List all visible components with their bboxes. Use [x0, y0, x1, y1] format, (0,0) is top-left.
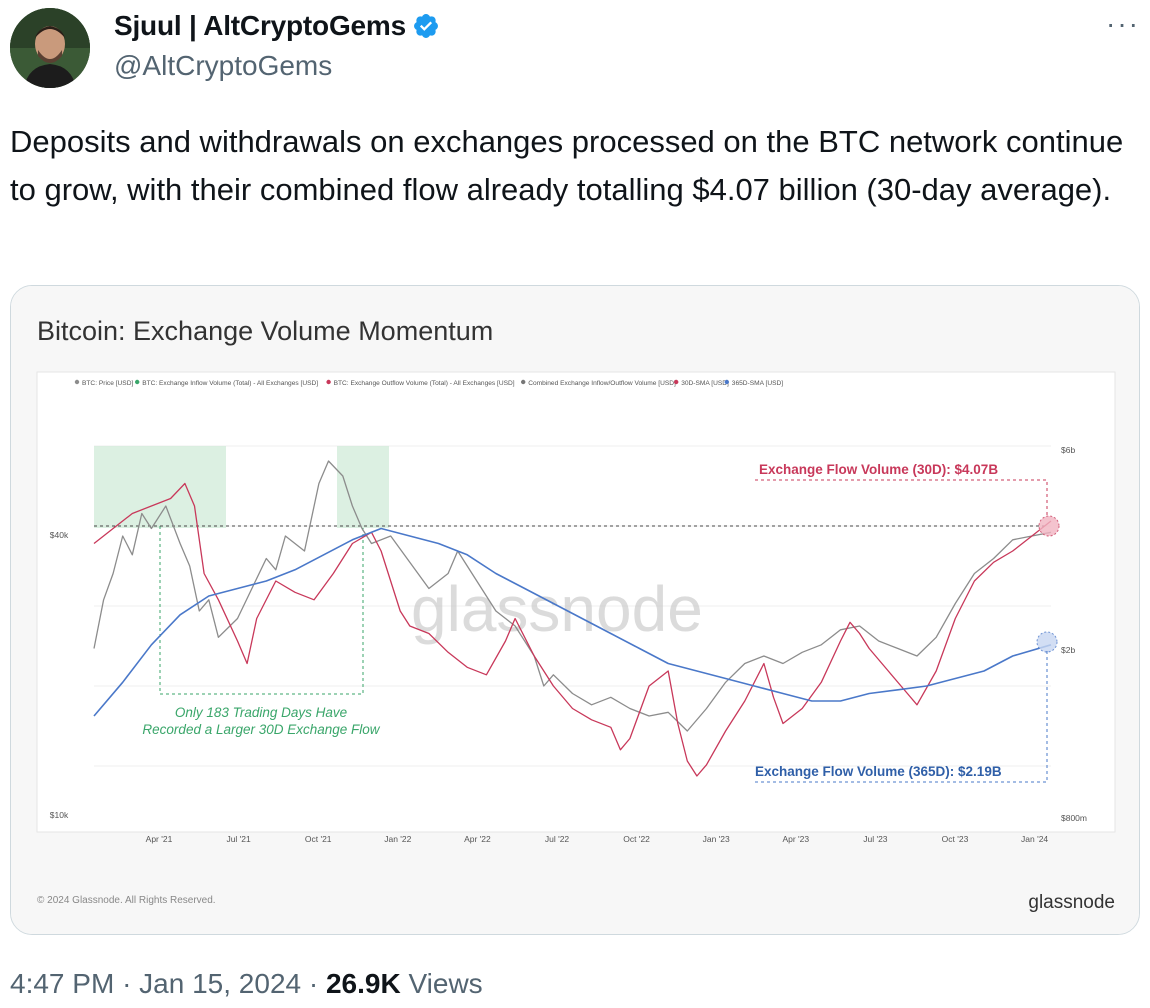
x-tick-label-11: Jan '24 [1021, 834, 1048, 844]
x-tick-label-7: Jan '23 [703, 834, 730, 844]
tweet-date[interactable]: Jan 15, 2024 [139, 968, 302, 999]
chart-title: Bitcoin: Exchange Volume Momentum [37, 316, 493, 346]
legend-swatch-4 [674, 379, 679, 385]
legend-label-0[interactable]: BTC: Price [USD] [82, 380, 133, 387]
chart-watermark: glassnode [411, 573, 703, 645]
chart-card: Bitcoin: Exchange Volume Momentum BTC: P… [11, 286, 1139, 934]
highlight-region-2 [337, 446, 389, 528]
x-tick-label-10: Oct '23 [942, 834, 969, 844]
legend-swatch-0 [74, 379, 80, 385]
y-left-tick-label-0: $40k [50, 530, 69, 540]
y-right-tick-label-0: $6b [1061, 445, 1075, 455]
x-tick-label-1: Jul '21 [226, 834, 251, 844]
meta-separator-2: · [308, 968, 319, 999]
y-left-tick-label-1: $10k [50, 810, 69, 820]
views-label: Views [408, 968, 483, 999]
chart-footer-copyright: © 2024 Glassnode. All Rights Reserved. [37, 895, 216, 906]
chart-footer-brand: glassnode [1028, 892, 1115, 913]
x-tick-label-2: Oct '21 [305, 834, 332, 844]
legend-swatch-3 [521, 379, 526, 385]
legend-swatch-2 [326, 379, 331, 385]
x-tick-label-3: Jan '22 [384, 834, 411, 844]
flow-30d-annotation: Exchange Flow Volume (30D): $4.07B [759, 462, 998, 477]
tweet-meta: 4:47 PM · Jan 15, 2024 · 26.9K Views [10, 968, 483, 1000]
x-tick-label-5: Jul '22 [545, 834, 570, 844]
trading-days-annotation-line1: Only 183 Trading Days Have [175, 705, 347, 720]
author-display-name[interactable]: Sjuul | AltCryptoGems [114, 10, 406, 41]
author-handle[interactable]: @AltCryptoGems [114, 50, 333, 81]
y-right-tick-label-2: $800m [1061, 813, 1087, 823]
trading-days-annotation-line2: Recorded a Larger 30D Exchange Flow [142, 722, 380, 737]
verified-badge-icon[interactable] [412, 12, 440, 40]
series-line-30d-sma-usd- [93, 482, 1052, 777]
author-name-row: Sjuul | AltCryptoGems [114, 10, 440, 42]
series-line-btc-price-usd- [93, 460, 1052, 732]
avatar-image [10, 8, 90, 88]
x-tick-label-0: Apr '21 [146, 834, 173, 844]
flow-30d-leader [755, 479, 1048, 518]
x-tick-label-4: Apr '22 [464, 834, 491, 844]
flow-365d-marker [1036, 631, 1058, 653]
more-options-icon[interactable]: ··· [1106, 8, 1140, 39]
flow-365d-annotation: Exchange Flow Volume (365D): $2.19B [755, 764, 1002, 779]
tweet-text: Deposits and withdrawals on exchanges pr… [10, 124, 1124, 207]
legend-label-2[interactable]: BTC: Exchange Outflow Volume (Total) - A… [334, 380, 515, 387]
tweet-time[interactable]: 4:47 PM [10, 968, 115, 999]
legend-label-3[interactable]: Combined Exchange Inflow/Outflow Volume … [528, 380, 676, 387]
flow-30d-marker [1038, 515, 1060, 537]
legend-label-1[interactable]: BTC: Exchange Inflow Volume (Total) - Al… [142, 380, 318, 387]
views-count[interactable]: 26.9K [325, 968, 401, 999]
series-group [93, 460, 1052, 777]
gridlines [94, 445, 1051, 767]
flow-365d-leader [755, 650, 1048, 783]
x-tick-label-8: Apr '23 [782, 834, 809, 844]
series-line-365d-sma-usd- [93, 527, 1052, 717]
legend-label-5[interactable]: 365D-SMA [USD] [732, 380, 783, 387]
legend-swatch-5 [724, 379, 729, 385]
y-left-axis-ticks: $40k $10k [50, 530, 69, 820]
meta-separator-1: · [122, 968, 132, 999]
author-avatar[interactable] [10, 8, 90, 88]
chart: Bitcoin: Exchange Volume Momentum BTC: P… [36, 316, 1116, 913]
tweet-media[interactable]: Bitcoin: Exchange Volume Momentum BTC: P… [10, 285, 1140, 935]
legend-label-4[interactable]: 30D-SMA [USD] [681, 380, 729, 387]
y-right-axis-ticks: $6b $2b $800m [1061, 445, 1087, 823]
x-tick-label-6: Oct '22 [623, 834, 650, 844]
x-axis-ticks: Apr '21 Jul '21 Oct '21 Jan '22 Apr '22 Jul '… [146, 834, 1049, 844]
y-right-tick-label-1: $2b [1061, 645, 1075, 655]
trading-days-bracket [159, 526, 364, 695]
chart-legend: BTC: Price [USD] BTC: Exchange Inflow Vol… [74, 379, 783, 387]
x-tick-label-9: Jul '23 [863, 834, 888, 844]
legend-swatch-1 [135, 379, 140, 385]
